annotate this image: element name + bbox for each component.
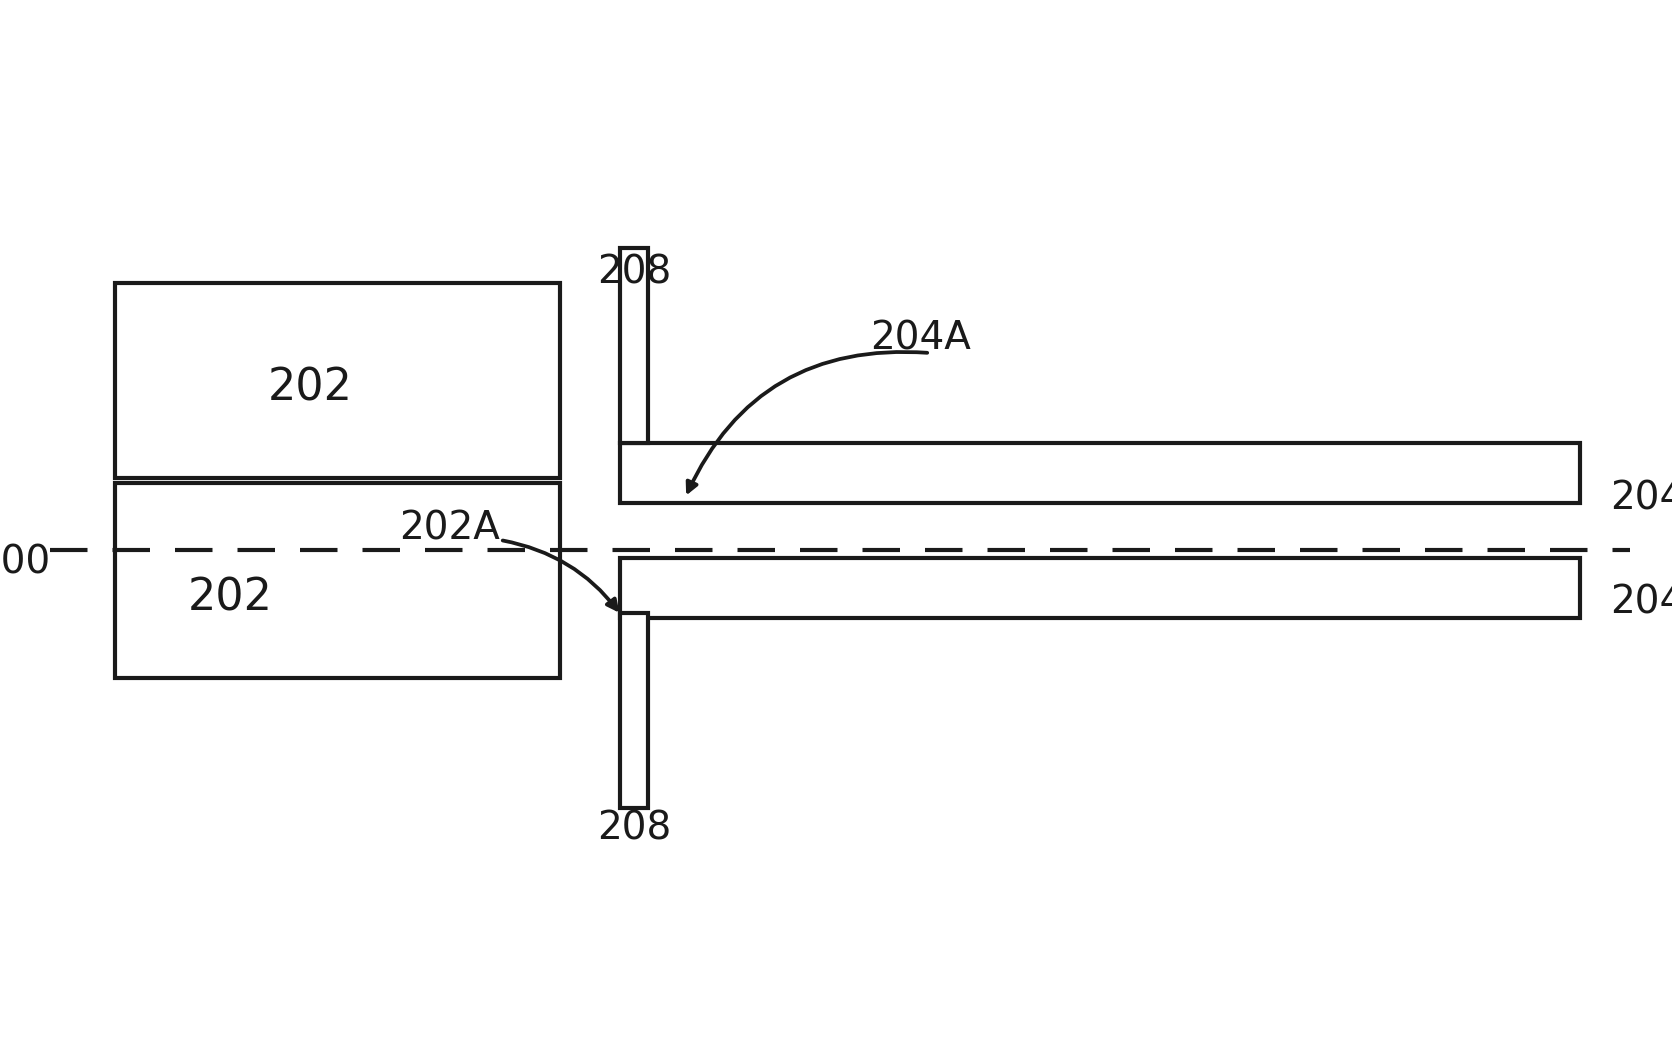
Text: 202A: 202A — [400, 509, 500, 547]
Text: 204: 204 — [1610, 584, 1672, 622]
Bar — [115, 282, 560, 478]
Bar — [620, 443, 1580, 503]
Text: 204A: 204A — [869, 320, 971, 357]
Text: 200: 200 — [0, 544, 50, 582]
Bar — [115, 484, 560, 678]
Text: 202: 202 — [268, 366, 353, 409]
Bar — [620, 613, 649, 808]
Text: 202: 202 — [187, 577, 273, 620]
Text: 208: 208 — [597, 809, 670, 847]
Text: 208: 208 — [597, 254, 670, 292]
Text: 204: 204 — [1610, 479, 1672, 517]
Bar — [620, 558, 1580, 618]
Bar — [620, 248, 649, 443]
